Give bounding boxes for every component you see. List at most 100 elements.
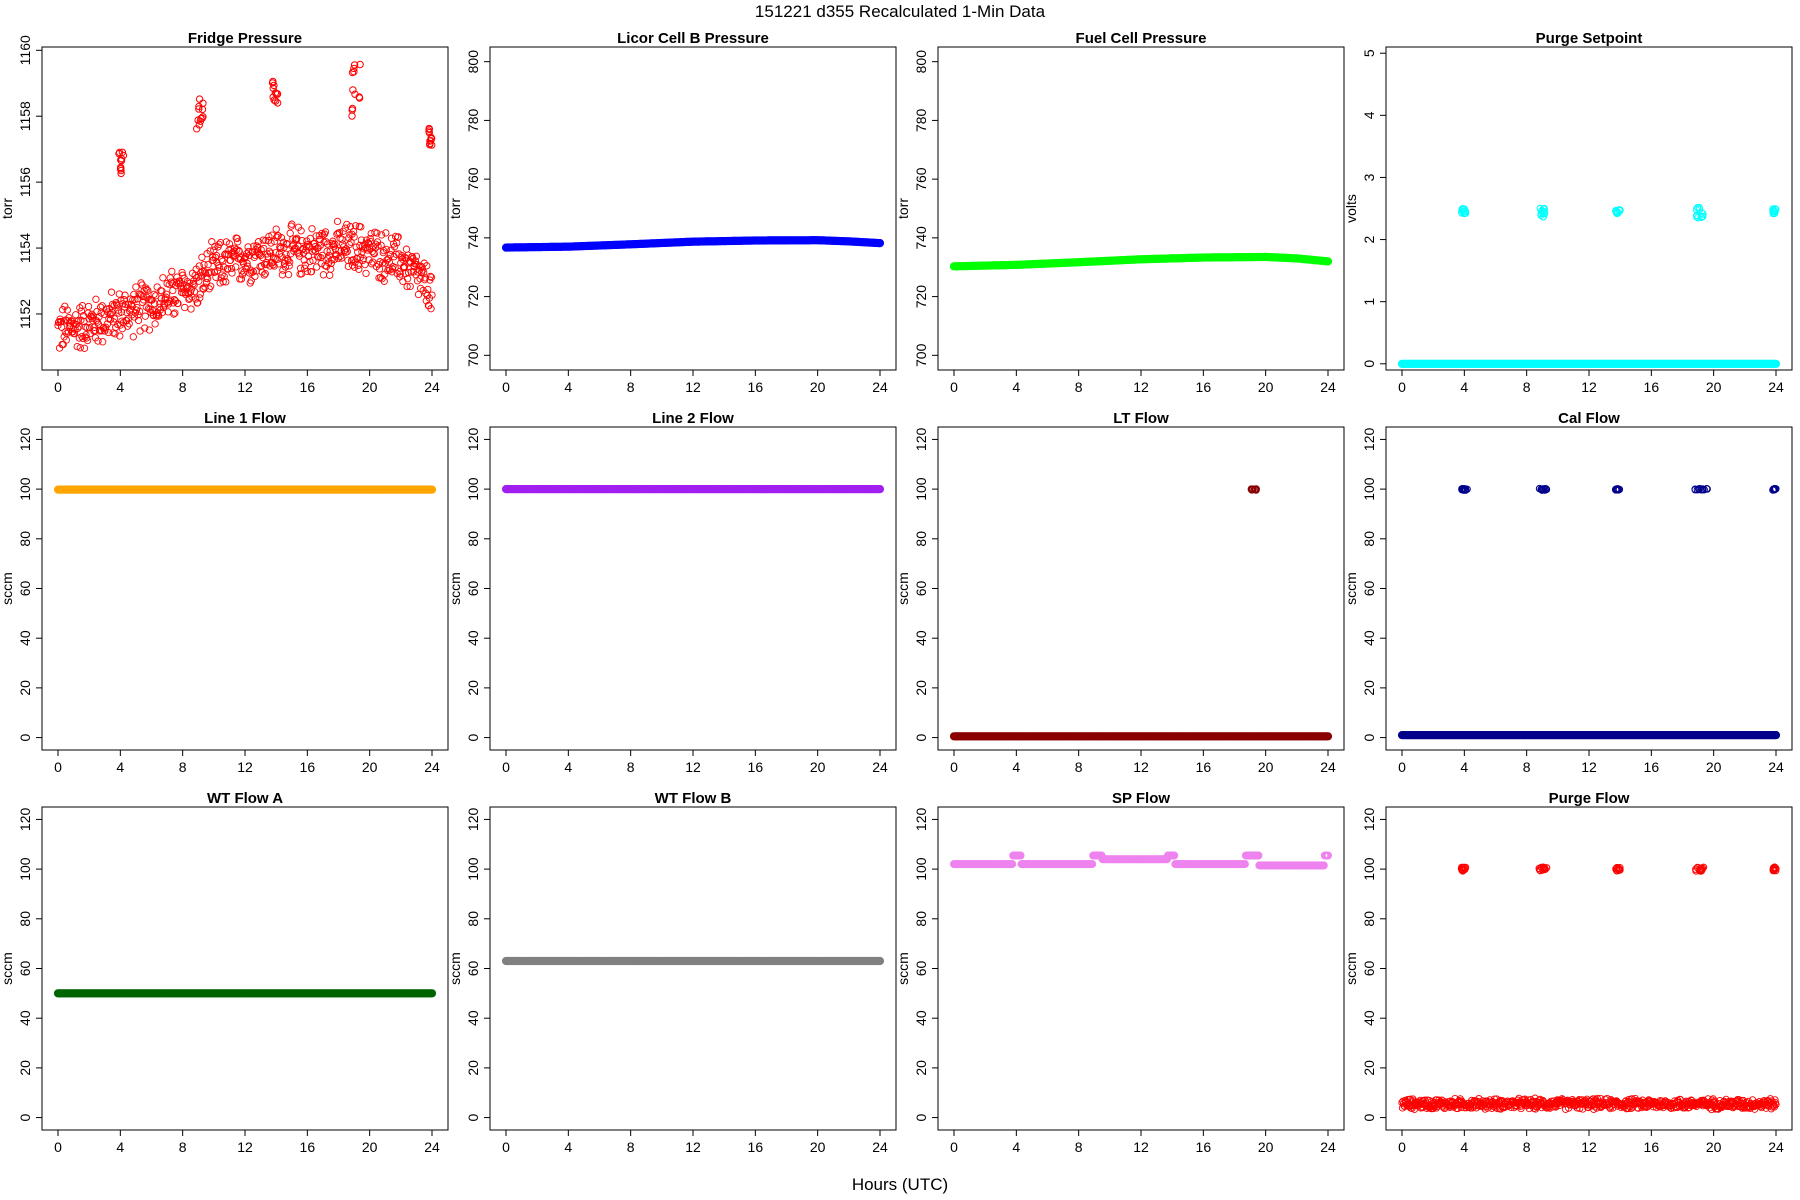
y-tick-label: 100 <box>17 477 33 501</box>
data-point <box>350 233 358 241</box>
data-point <box>418 263 426 271</box>
data-point <box>277 244 285 253</box>
x-tick-label: 20 <box>362 379 378 395</box>
data-point <box>420 268 428 276</box>
data-point <box>169 299 177 307</box>
data-point <box>142 284 150 292</box>
x-tick-label: 20 <box>1706 1139 1722 1155</box>
data-point <box>304 252 313 260</box>
data-point <box>302 242 310 251</box>
y-tick-label: 740 <box>465 226 481 250</box>
spike-point <box>197 114 205 123</box>
x-tick-label: 8 <box>1075 1139 1083 1155</box>
x-tick-label: 4 <box>1460 759 1468 775</box>
y-tick-label: 760 <box>913 167 929 191</box>
series-points <box>501 236 885 252</box>
spike-point <box>427 137 435 145</box>
data-point <box>332 250 341 259</box>
data-point <box>162 290 171 298</box>
data-point <box>306 257 314 266</box>
data-point <box>200 260 208 269</box>
x-tick-label: 20 <box>1258 759 1274 775</box>
x-tick-label: 16 <box>748 379 764 395</box>
data-point <box>308 225 316 233</box>
x-tick-label: 20 <box>810 379 826 395</box>
y-tick-label: 40 <box>913 1010 929 1026</box>
y-tick-label: 120 <box>1361 808 1377 832</box>
x-tick-label: 4 <box>116 1139 124 1155</box>
x-tick-label: 24 <box>872 1139 888 1155</box>
data-point <box>94 337 102 345</box>
data-point <box>420 259 428 267</box>
spike-point <box>1698 209 1706 217</box>
y-tick-label: 1152 <box>17 299 33 329</box>
data-point <box>98 302 106 310</box>
data-point <box>232 263 240 271</box>
x-tick-label: 16 <box>748 759 764 775</box>
data-point <box>219 257 227 265</box>
y-tick-label: 60 <box>465 961 481 977</box>
data-point <box>215 263 224 272</box>
spike-point <box>1612 207 1620 215</box>
data-point <box>206 247 214 255</box>
data-point <box>93 307 101 316</box>
x-tick-label: 24 <box>424 759 440 775</box>
data-point <box>406 282 414 291</box>
x-tick-label: 8 <box>179 759 187 775</box>
data-point <box>256 251 265 260</box>
y-tick-label: 700 <box>913 343 929 367</box>
plot-frame <box>489 806 897 1131</box>
data-point <box>277 234 286 242</box>
data-point <box>1170 851 1179 860</box>
data-point <box>171 309 179 317</box>
y-tick-label: 100 <box>465 477 481 501</box>
data-point <box>331 240 339 248</box>
plot-frame <box>1385 806 1793 1131</box>
y-axis-label: sccm <box>0 572 15 605</box>
x-tick-label: 20 <box>810 1139 826 1155</box>
y-tick-label: 100 <box>1361 477 1377 501</box>
spike-point <box>1248 486 1256 494</box>
y-tick-label: 120 <box>465 428 481 452</box>
x-tick-label: 8 <box>179 379 187 395</box>
y-tick-label: 2 <box>1361 235 1377 243</box>
data-point <box>1254 851 1263 860</box>
x-tick-label: 0 <box>54 1139 62 1155</box>
data-point <box>385 258 394 266</box>
x-tick-label: 24 <box>872 759 888 775</box>
y-tick-label: 40 <box>1361 1010 1377 1026</box>
data-point <box>1771 730 1781 740</box>
data-point <box>220 263 228 271</box>
data-point <box>298 236 306 245</box>
data-point <box>392 250 400 258</box>
data-point <box>374 242 382 250</box>
data-point <box>150 300 159 308</box>
spike-point <box>193 125 201 133</box>
data-point <box>211 242 219 251</box>
panel-title: Purge Flow <box>1549 790 1630 807</box>
data-point <box>336 234 344 242</box>
x-tick-label: 8 <box>627 1139 635 1155</box>
spike-point <box>1612 485 1620 494</box>
data-point <box>270 237 279 246</box>
data-point <box>110 315 119 323</box>
y-tick-label: 120 <box>17 808 33 832</box>
spike-point <box>1703 485 1711 493</box>
figure-xlabel: Hours (UTC) <box>852 1175 948 1194</box>
spike-point <box>355 94 364 102</box>
y-tick-label: 100 <box>17 857 33 881</box>
y-tick-label: 800 <box>465 50 481 74</box>
data-point <box>159 274 167 282</box>
y-tick-label: 740 <box>913 226 929 250</box>
data-point <box>272 225 280 233</box>
plot-frame <box>41 46 449 371</box>
data-point <box>319 271 328 279</box>
data-point <box>269 253 278 262</box>
spike-point <box>1461 486 1469 494</box>
y-tick-label: 20 <box>1361 680 1377 696</box>
data-point <box>279 238 288 246</box>
y-tick-label: 20 <box>913 680 929 696</box>
data-point <box>427 305 435 313</box>
